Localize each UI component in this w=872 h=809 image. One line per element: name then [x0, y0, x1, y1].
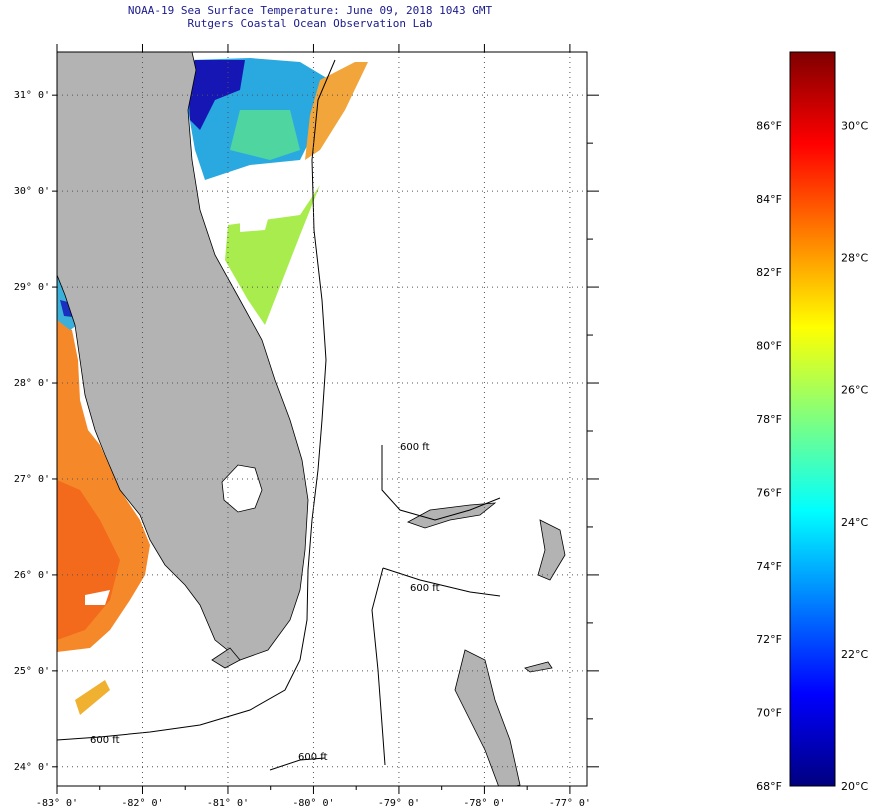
colorbar-c-label: 20°C — [841, 780, 868, 793]
colorbar-f-label: 74°F — [756, 560, 782, 573]
map-layers — [57, 52, 587, 786]
sst-atlantic-north-dark — [188, 60, 245, 130]
abaco — [537, 519, 566, 581]
contour-label: 600 ft — [410, 583, 440, 594]
lat-tick-label: 28° 0' — [14, 378, 50, 389]
lat-tick-label: 29° 0' — [14, 282, 50, 293]
florida-keys — [211, 647, 241, 669]
sst-atlantic-green — [230, 110, 300, 160]
cloud-patches — [85, 195, 305, 605]
colorbar-f-label: 86°F — [756, 119, 782, 132]
lon-tick-label: -78° 0' — [463, 798, 505, 809]
colorbar-f-label: 72°F — [756, 633, 782, 646]
contour-label: 600 ft — [90, 735, 120, 746]
latitude-axis: 31° 0' 30° 0' 29° 0' 28° 0' 27° 0' 26° 0' 25° … — [14, 90, 599, 773]
lon-tick-label: -80° 0' — [292, 798, 334, 809]
graticule — [57, 52, 587, 786]
colorbar-fahrenheit-labels: 86°F 84°F 82°F 80°F 78°F 76°F 74°F 72°F 70°F 68°F — [756, 119, 782, 793]
colorbar-celsius-labels: 30°C 28°C 26°C 24°C 22°C 20°C — [841, 119, 868, 793]
sst-swath-green — [225, 185, 320, 325]
sst-swath-warm — [305, 62, 368, 160]
colorbar-f-label: 68°F — [756, 780, 782, 793]
sst-keys-speck — [75, 680, 110, 715]
lake-okeechobee — [221, 464, 263, 513]
colorbar-c-label: 24°C — [841, 516, 868, 529]
lat-tick-label: 26° 0' — [14, 570, 50, 581]
andros — [454, 649, 521, 786]
lat-tick-label: 30° 0' — [14, 186, 50, 197]
lat-tick-label: 24° 0' — [14, 762, 50, 773]
contour-label: 600 ft — [298, 752, 328, 763]
map-subtitle: Rutgers Coastal Ocean Observation Lab — [187, 17, 433, 30]
map-title: NOAA-19 Sea Surface Temperature: June 09… — [127, 4, 493, 17]
sst-field — [57, 58, 368, 715]
colorbar-c-label: 30°C — [841, 119, 868, 132]
lon-tick-label: -82° 0' — [121, 798, 163, 809]
bahamas-small — [524, 661, 553, 673]
colorbar-f-label: 80°F — [756, 340, 782, 353]
depth-contour-600ft — [57, 59, 501, 771]
colorbar-c-label: 28°C — [841, 252, 868, 265]
land-masses — [57, 52, 566, 786]
lat-tick-label: 31° 0' — [14, 90, 50, 101]
colorbar-c-label: 26°C — [841, 384, 868, 397]
lon-tick-label: -79° 0' — [378, 798, 420, 809]
lat-tick-label: 27° 0' — [14, 474, 50, 485]
lon-tick-label: -81° 0' — [207, 798, 249, 809]
colorbar-f-label: 70°F — [756, 707, 782, 720]
lat-tick-label: 25° 0' — [14, 666, 50, 677]
lon-tick-label: -77° 0' — [549, 798, 591, 809]
colorbar-f-label: 76°F — [756, 486, 782, 499]
colorbar-f-label: 84°F — [756, 193, 782, 206]
contour-labels: 600 ft 600 ft 600 ft 600 ft — [90, 442, 440, 763]
colorbar-f-label: 82°F — [756, 266, 782, 279]
colorbar-f-label: 78°F — [756, 413, 782, 426]
colorbar — [789, 51, 836, 787]
longitude-axis: -83° 0' -82° 0' -81° 0' -80° 0' -79° 0' -78° … — [36, 44, 591, 809]
contour-label: 600 ft — [400, 442, 430, 453]
lon-tick-label: -83° 0' — [36, 798, 78, 809]
map-border — [56, 51, 588, 787]
colorbar-c-label: 22°C — [841, 648, 868, 661]
